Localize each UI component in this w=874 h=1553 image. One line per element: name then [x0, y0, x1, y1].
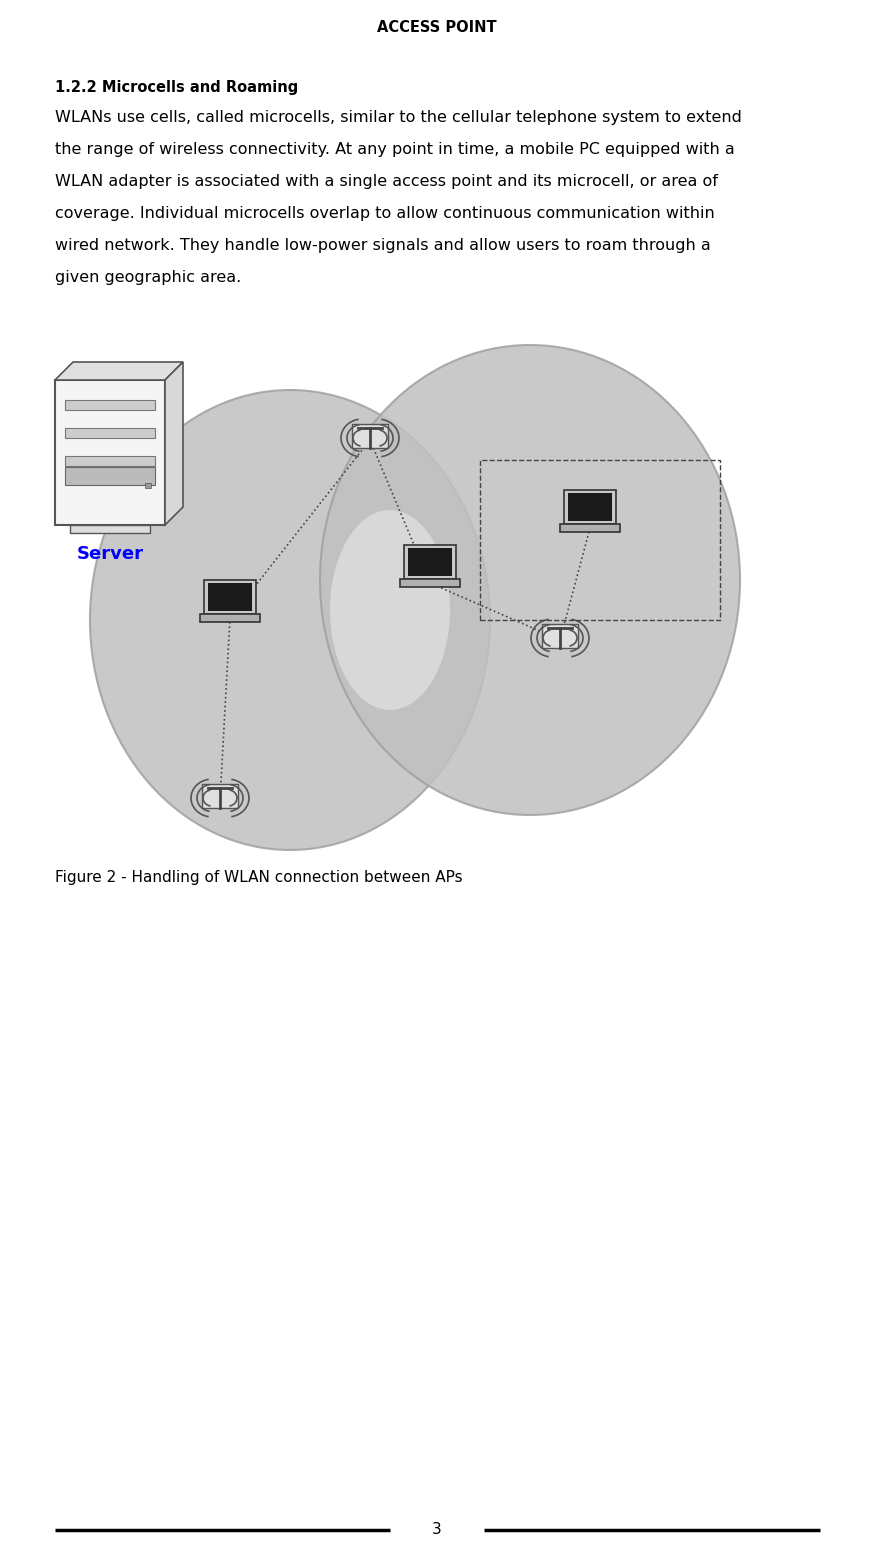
Bar [352, 424, 388, 447]
Bar [55, 380, 165, 525]
Ellipse shape [330, 509, 450, 710]
Bar [204, 579, 256, 613]
Text: the range of wireless connectivity. At any point in time, a mobile PC equipped w: the range of wireless connectivity. At a… [55, 141, 735, 157]
Bar [568, 492, 612, 520]
Polygon shape [55, 362, 183, 380]
Bar [408, 548, 452, 576]
Bar [70, 525, 150, 533]
Bar [404, 545, 456, 579]
Text: Server: Server [77, 545, 143, 564]
Bar [542, 624, 578, 648]
Polygon shape [165, 362, 183, 525]
Text: 1.2.2 Microcells and Roaming: 1.2.2 Microcells and Roaming [55, 81, 298, 95]
Ellipse shape [90, 390, 490, 849]
Text: ACCESS POINT: ACCESS POINT [378, 20, 496, 36]
Bar [65, 457, 155, 466]
Bar [202, 784, 238, 808]
Text: coverage. Individual microcells overlap to allow continuous communication within: coverage. Individual microcells overlap … [55, 207, 715, 221]
Text: wired network. They handle low-power signals and allow users to roam through a: wired network. They handle low-power sig… [55, 238, 711, 253]
Text: WLANs use cells, called microcells, similar to the cellular telephone system to : WLANs use cells, called microcells, simi… [55, 110, 742, 124]
Bar [200, 613, 260, 623]
Bar [564, 491, 616, 523]
Text: WLAN adapter is associated with a single access point and its microcell, or area: WLAN adapter is associated with a single… [55, 174, 718, 189]
Bar [65, 467, 155, 485]
Bar [480, 460, 720, 620]
Bar [65, 429, 155, 438]
Ellipse shape [320, 345, 740, 815]
Text: 3: 3 [432, 1522, 442, 1537]
Text: Figure 2 - Handling of WLAN connection between APs: Figure 2 - Handling of WLAN connection b… [55, 870, 462, 885]
Bar [208, 582, 252, 610]
Bar [145, 483, 151, 488]
Bar [400, 579, 460, 587]
Bar [560, 523, 620, 533]
Bar [65, 401, 155, 410]
Text: given geographic area.: given geographic area. [55, 270, 241, 286]
